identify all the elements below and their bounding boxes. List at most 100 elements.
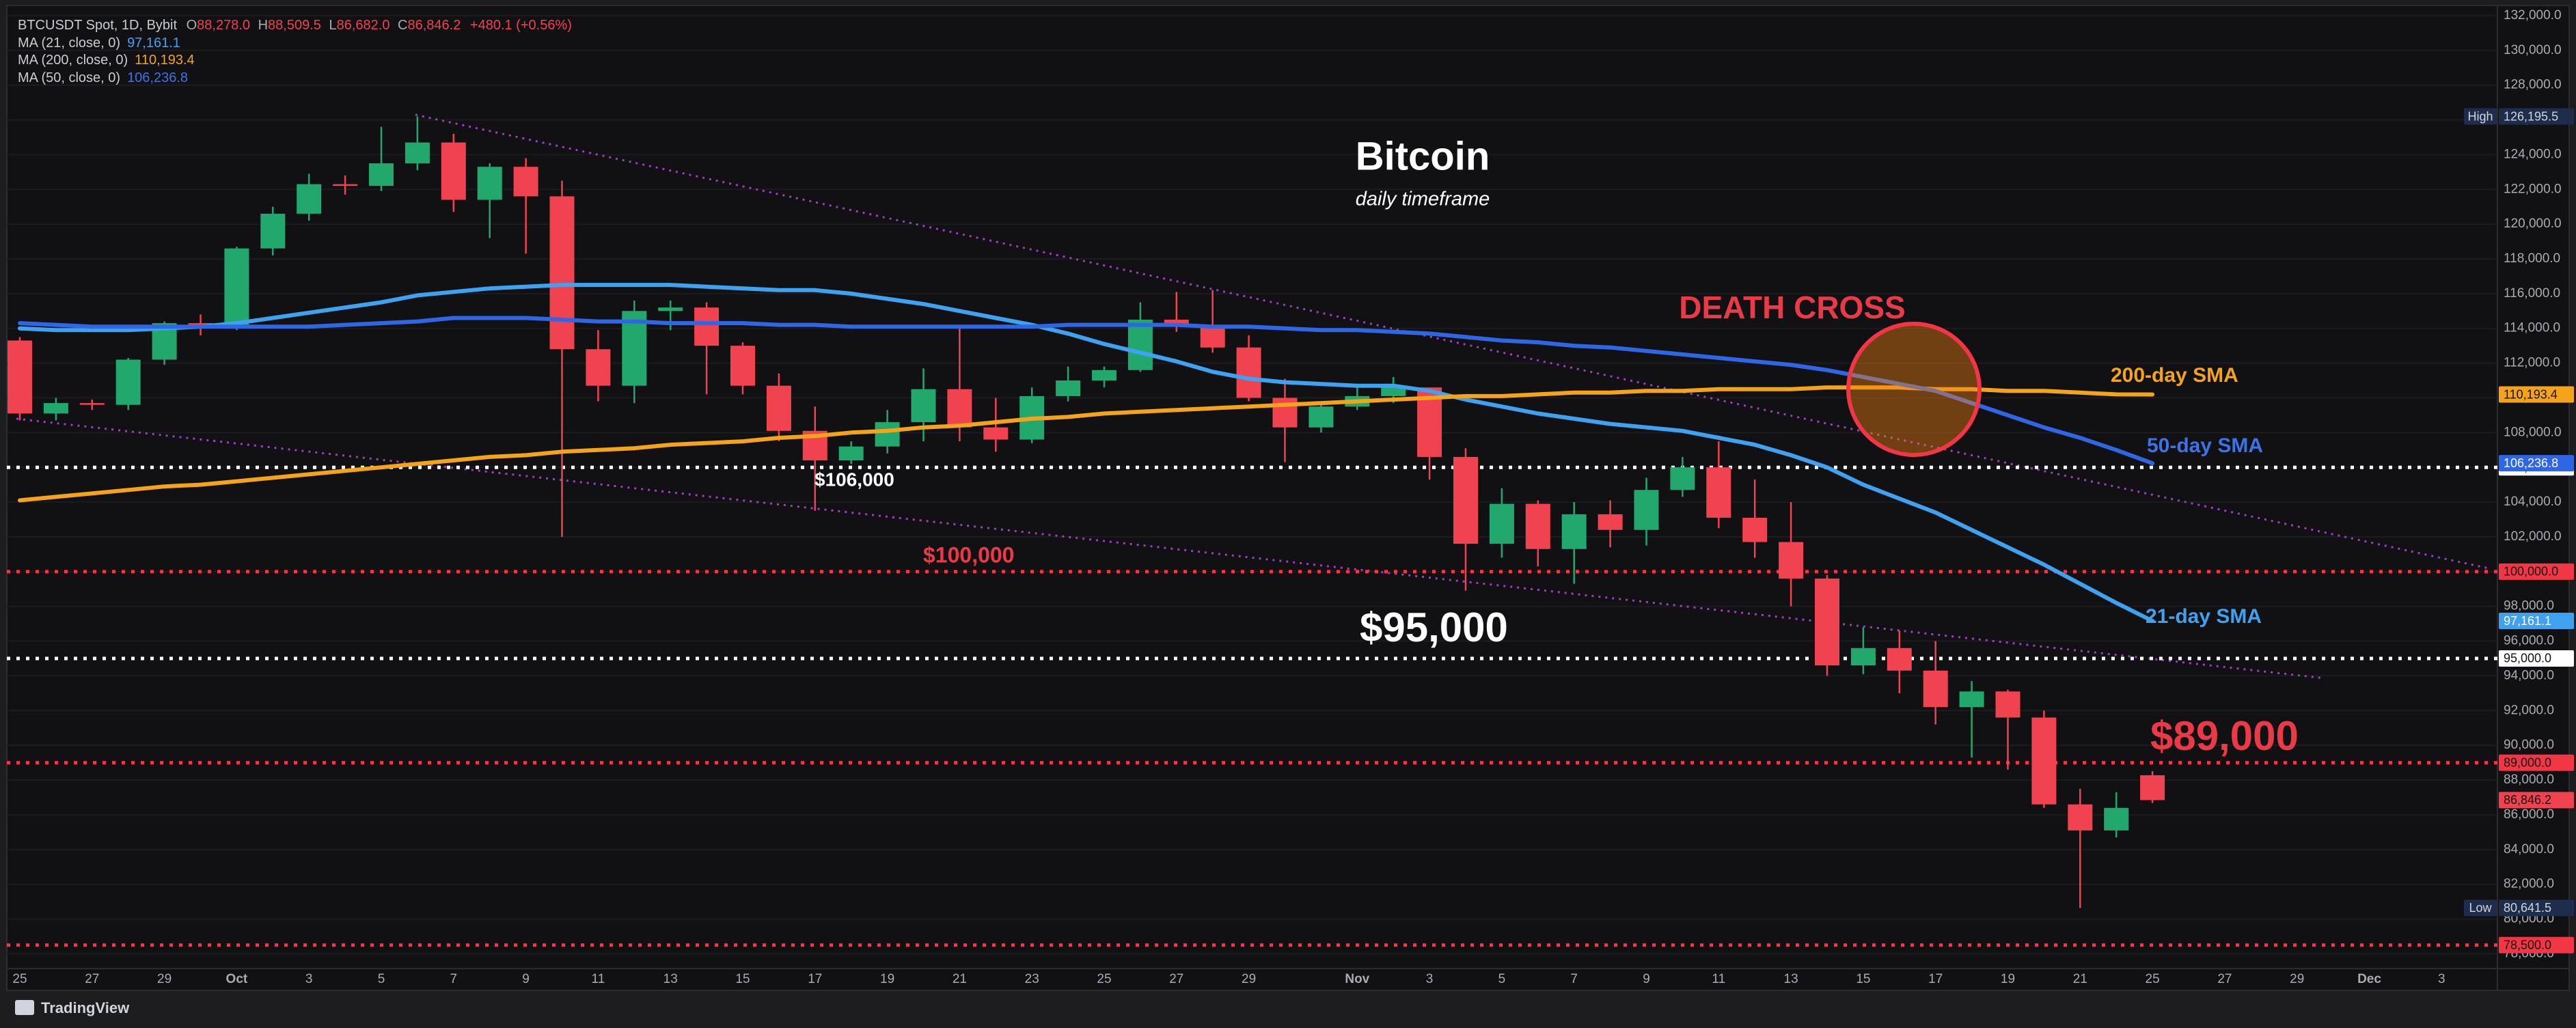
x-tick-label: 21 — [953, 972, 967, 986]
x-tick-label: 27 — [1169, 972, 1183, 986]
y-tick-label: 82,000.0 — [2504, 877, 2554, 891]
x-tick-label: Nov — [1345, 972, 1369, 986]
candle-body — [1453, 456, 1478, 544]
levels — [7, 465, 2497, 947]
candle-body — [1887, 648, 1912, 671]
ma-tag: 110,193.4 — [2504, 387, 2558, 401]
x-tick-label: 29 — [1242, 972, 1256, 986]
last-price-tag: 86,846.2 — [2504, 793, 2551, 807]
extreme-tag: 80,641.5 — [2504, 901, 2551, 915]
candle-body — [730, 346, 755, 386]
x-tick-label: 11 — [1712, 972, 1725, 986]
x-tick-label: 27 — [85, 972, 99, 986]
candle-body — [911, 389, 936, 423]
candle-body — [1923, 670, 1948, 708]
candle-body — [1056, 380, 1081, 396]
x-tick-label: 15 — [735, 972, 750, 986]
candle-body — [1092, 370, 1116, 381]
extreme-label: High — [2467, 109, 2493, 123]
moving-averages — [18, 283, 2155, 623]
line-label: 21-day SMA — [2146, 605, 2262, 628]
candle-body — [8, 340, 32, 414]
candle-body — [1706, 467, 1731, 518]
ma-line — [18, 283, 2155, 623]
level-tag-bg — [2499, 563, 2574, 580]
candle-body — [1670, 467, 1695, 490]
x-tick-label: 25 — [12, 972, 27, 986]
y-tick-label: 130,000.0 — [2504, 43, 2562, 57]
x-tick-label: 29 — [2290, 972, 2304, 986]
y-tick-label: 114,000.0 — [2504, 321, 2560, 335]
annotation: $95,000 — [1360, 605, 1508, 650]
candle-body — [1525, 503, 1550, 549]
trendlines — [16, 113, 2489, 680]
ma-tag: 97,161.1 — [2504, 614, 2551, 628]
candle-body — [1200, 327, 1225, 348]
candle-body — [79, 403, 105, 405]
death-cross-circle — [1846, 322, 1982, 457]
y-tick-label: 88,000.0 — [2504, 773, 2554, 787]
y-tick-label: 108,000.0 — [2504, 425, 2562, 439]
candle-body — [586, 349, 611, 386]
extreme-tag-bg — [2499, 108, 2574, 125]
candle-body — [2140, 775, 2165, 801]
level-tag: 100,000.0 — [2504, 565, 2558, 579]
legend-row: MA (21, close, 0) 97,161.1 — [18, 36, 180, 51]
ma-line — [18, 316, 2155, 466]
x-tick-label: 17 — [1928, 972, 1943, 986]
y-tick-label: 94,000.0 — [2504, 668, 2554, 682]
candle-body — [1381, 387, 1406, 396]
y-tick-label: 122,000.0 — [2504, 182, 2562, 196]
ohlc-prefix: L — [329, 18, 336, 33]
last-price-tag-bg — [2499, 792, 2574, 809]
x-tick-label: 5 — [378, 972, 385, 986]
candle-body — [441, 142, 466, 200]
legend-value: 110,193.4 — [135, 53, 195, 68]
candle-body — [766, 385, 791, 431]
candle-body — [1850, 648, 1876, 666]
logo — [15, 1000, 34, 1015]
x-tick-label: 25 — [1097, 972, 1111, 986]
candle-body — [1598, 514, 1623, 530]
ohlc-value: 86,846.2 — [407, 18, 461, 33]
level-tag: 95,000.0 — [2504, 652, 2551, 665]
annotations: Bitcoin daily timeframe DEATH CROSS $106… — [814, 134, 2299, 759]
annotation: $89,000 — [2150, 713, 2299, 759]
footer: TradingView — [15, 999, 130, 1016]
x-tick-label: Dec — [2357, 972, 2381, 986]
x-tick-label: 5 — [1498, 972, 1506, 986]
candle-body — [224, 248, 249, 329]
candle-body — [333, 184, 358, 186]
x-tick-label: 3 — [1426, 972, 1434, 986]
y-tick-label: 132,000.0 — [2504, 8, 2562, 23]
symbol: BTCUSDT Spot, 1D, Bybit — [18, 18, 177, 33]
y-tick-label: 92,000.0 — [2504, 703, 2554, 717]
candle-body — [297, 184, 322, 214]
y-tick-label: 118,000.0 — [2504, 251, 2560, 266]
level-tag: 78,500.0 — [2504, 938, 2551, 951]
x-tick-label: 19 — [2001, 972, 2015, 986]
x-tick-label: 19 — [880, 972, 894, 986]
y-tick-label: 86,000.0 — [2504, 807, 2554, 822]
candle-body — [947, 389, 972, 428]
candles — [8, 116, 2165, 908]
extreme-label-bg — [2464, 108, 2497, 125]
candle-body — [875, 422, 900, 447]
legend-row: MA (200, close, 0) 110,193.4 — [18, 53, 195, 68]
grid — [7, 14, 2497, 955]
legend-value: 106,236.8 — [127, 70, 188, 85]
legend-row: BTCUSDT Spot, 1D, Bybit O88,278.0 H88,50… — [18, 18, 572, 33]
annotation: $106,000 — [814, 469, 894, 490]
candle-body — [115, 359, 141, 405]
ohlc-prefix: O — [187, 18, 197, 33]
ma-tag-bg — [2499, 613, 2574, 630]
watermark: TradingView — [41, 999, 130, 1016]
trendline — [16, 417, 2325, 680]
x-tick-label: 3 — [2438, 972, 2445, 986]
candle-body — [1272, 398, 1298, 428]
ohlc-value: 88,278.0 — [197, 18, 250, 33]
x-tick-label: 29 — [157, 972, 172, 986]
candle-body — [1995, 691, 2020, 718]
ma-tag-bg — [2499, 455, 2574, 472]
x-tick-label: 23 — [1025, 972, 1039, 986]
